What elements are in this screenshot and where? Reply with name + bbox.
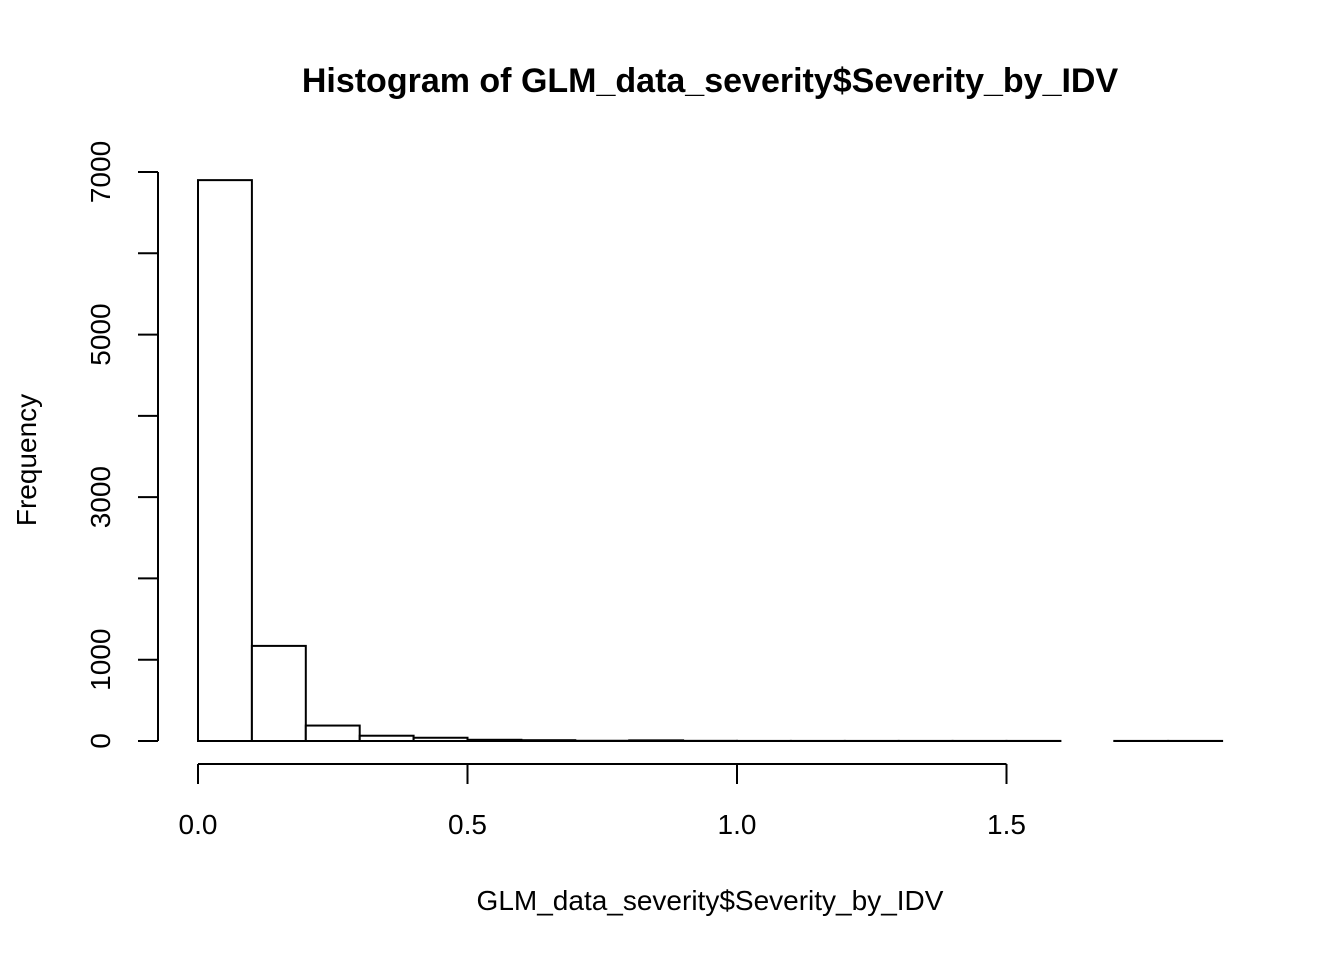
histogram-bar: [360, 736, 414, 741]
y-axis-label: Frequency: [11, 394, 42, 526]
x-tick-label: 0.0: [179, 809, 218, 840]
x-axis: 0.0 0.5 1.0 1.5: [179, 764, 1026, 840]
x-tick-label: 1.5: [987, 809, 1026, 840]
histogram-bar: [252, 646, 306, 741]
histogram-bar: [414, 738, 468, 741]
bars-group: [198, 180, 1222, 741]
histogram-bar: [306, 726, 360, 741]
histogram-bar: [629, 740, 683, 741]
histogram-bar: [521, 740, 575, 741]
y-tick-label: 0: [85, 733, 116, 749]
y-tick-label: 3000: [85, 466, 116, 528]
chart-title: Histogram of GLM_data_severity$Severity_…: [302, 62, 1119, 100]
y-axis: 0 1000 3000 5000 7000: [85, 141, 158, 749]
histogram-bar: [468, 740, 522, 741]
y-tick-label: 7000: [85, 141, 116, 203]
x-axis-label: GLM_data_severity$Severity_by_IDV: [477, 885, 944, 916]
histogram-bar: [198, 180, 252, 741]
x-tick-label: 1.0: [718, 809, 757, 840]
y-tick-label: 1000: [85, 629, 116, 691]
y-tick-label: 5000: [85, 303, 116, 365]
x-tick-label: 0.5: [448, 809, 487, 840]
